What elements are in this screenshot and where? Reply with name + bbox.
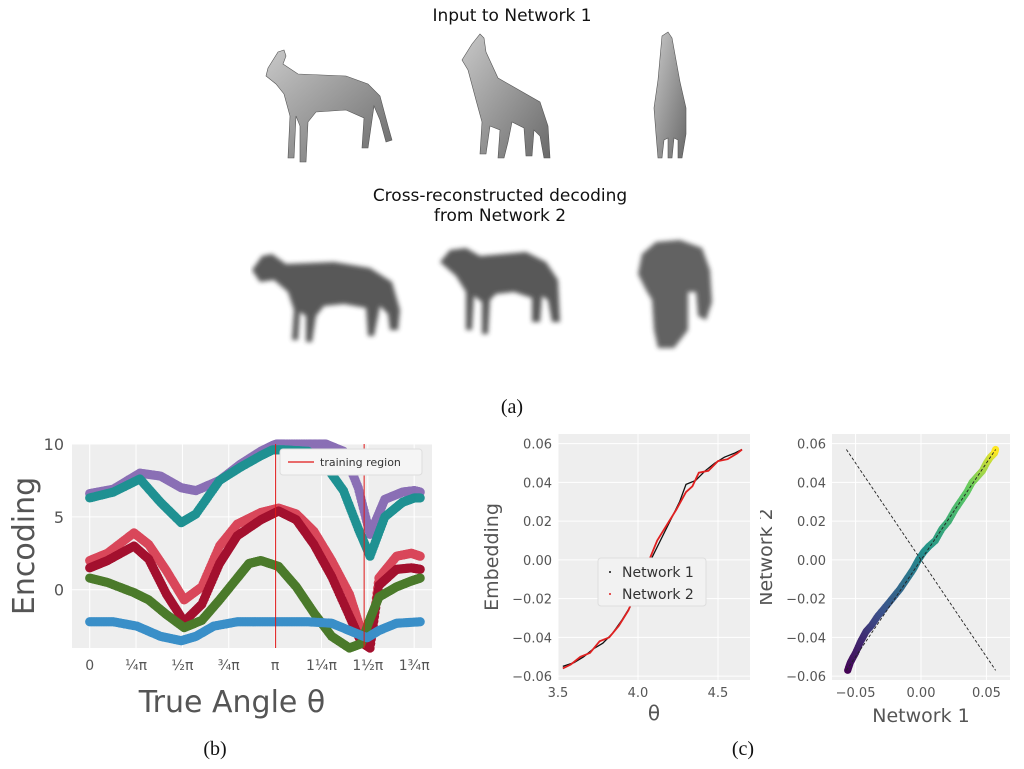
y-tick-label-c1-3: 0.00 <box>523 554 552 569</box>
embedding-line-network-2 <box>562 448 743 670</box>
legend-label-training-region: training region <box>320 456 401 469</box>
panel-a-bottom-title-line2: from Network 2 <box>433 206 567 226</box>
y-tick-label-c2-5: 0.04 <box>797 476 826 491</box>
y-tick-label-c1-1: −0.04 <box>512 631 552 646</box>
x-tick-label-c2-0: −0.05 <box>836 686 876 701</box>
x-tick-label-c2-2: 0.05 <box>972 686 1001 701</box>
decoded-horse-three-quarter <box>440 248 560 334</box>
x-tick-label-c1-2: 4.5 <box>708 686 729 701</box>
x-tick-label-b-7: 1¾π <box>399 658 430 674</box>
encoding-point-series-3 <box>415 564 425 574</box>
reference-line-1 <box>846 449 996 671</box>
panel-a-bottom-title: Cross-reconstructed decoding from Networ… <box>300 186 700 226</box>
x-tick-label-c1-0: 3.5 <box>548 686 569 701</box>
decoded-horse-side <box>252 254 400 342</box>
x-tick-label-b-5: 1¼π <box>306 658 337 674</box>
reference-line-0 <box>846 449 996 671</box>
x-tick-label-b-3: ¾π <box>218 658 241 674</box>
x-tick-label-c2-1: 0.00 <box>907 686 936 701</box>
y-tick-label-b-1: 5 <box>54 508 64 527</box>
legend-box-c1 <box>597 557 707 607</box>
y-tick-label-c2-1: −0.04 <box>786 631 826 646</box>
input-horse-front <box>653 31 687 159</box>
legend-swatch-c1-1 <box>609 593 611 595</box>
y-tick-label-c2-4: 0.02 <box>797 515 826 530</box>
legend-box-b <box>279 448 423 476</box>
encoding-point-series-2 <box>415 551 425 561</box>
legend-swatch-c1-0 <box>609 571 611 573</box>
x-tick-label-b-0: 0 <box>85 658 94 674</box>
x-tick-label-b-4: π <box>271 658 280 674</box>
encoding-chart: 0 ¼π ½π ¾π π 1¼π 1½π 1¾π 0 5 10 training region True… <box>7 435 432 720</box>
y-tick-label-b-2: 10 <box>44 435 64 454</box>
x-tick-label-b-2: ½π <box>171 658 194 674</box>
panel-a-bottom-title-line1: Cross-reconstructed decoding <box>372 186 628 206</box>
y-tick-label-c2-0: −0.06 <box>786 670 826 685</box>
y-tick-label-c1-6: 0.06 <box>523 438 552 453</box>
plot-background-c1 <box>558 434 750 680</box>
legend-label-c1-1: Network 2 <box>622 587 694 603</box>
y-tick-label-b-0: 0 <box>54 581 64 600</box>
legend-label-c1-0: Network 1 <box>622 565 694 581</box>
x-axis-label-b: True Angle θ <box>138 685 326 720</box>
y-tick-label-c1-0: −0.06 <box>512 670 552 685</box>
x-tick-label-b-1: ¼π <box>125 658 148 674</box>
input-horse-side <box>265 49 393 163</box>
x-tick-label-c1-1: 4.0 <box>628 686 649 701</box>
y-tick-label-c1-2: −0.02 <box>512 593 552 608</box>
y-tick-label-c2-6: 0.06 <box>797 438 826 453</box>
x-axis-label-c2: Network 1 <box>872 705 969 726</box>
y-tick-label-c1-5: 0.04 <box>523 476 552 491</box>
y-tick-label-c2-2: −0.02 <box>786 593 826 608</box>
decoded-horse-front <box>638 240 712 348</box>
encoding-point-series-1 <box>415 493 425 503</box>
encoding-point-series-5 <box>415 617 425 627</box>
y-tick-label-c2-3: 0.00 <box>797 554 826 569</box>
caption-b: (b) <box>203 738 227 760</box>
y-axis-label-c1: Embedding <box>481 503 503 611</box>
caption-a: (a) <box>500 396 524 418</box>
y-axis-label-c2: Network 2 <box>760 508 777 605</box>
x-axis-label-c1: θ <box>648 701 660 725</box>
y-axis-label-b: Encoding <box>7 477 42 615</box>
horse-images <box>252 31 712 348</box>
network-correlation-chart: −0.05 0.00 0.05 −0.06 −0.04 −0.02 0.00 0.02 0.04… <box>760 434 1010 726</box>
x-tick-label-b-6: 1½π <box>352 658 383 674</box>
embedding-chart: 3.5 4.0 4.5 −0.06 −0.04 −0.02 0.00 0.02 0.04 0.06… <box>481 434 750 725</box>
panel-a-top-title: Input to Network 1 <box>432 6 592 26</box>
encoding-point-series-4 <box>415 573 425 583</box>
caption-c: (c) <box>731 738 755 760</box>
input-horse-three-quarter <box>461 33 551 159</box>
y-tick-label-c1-4: 0.02 <box>523 515 552 530</box>
